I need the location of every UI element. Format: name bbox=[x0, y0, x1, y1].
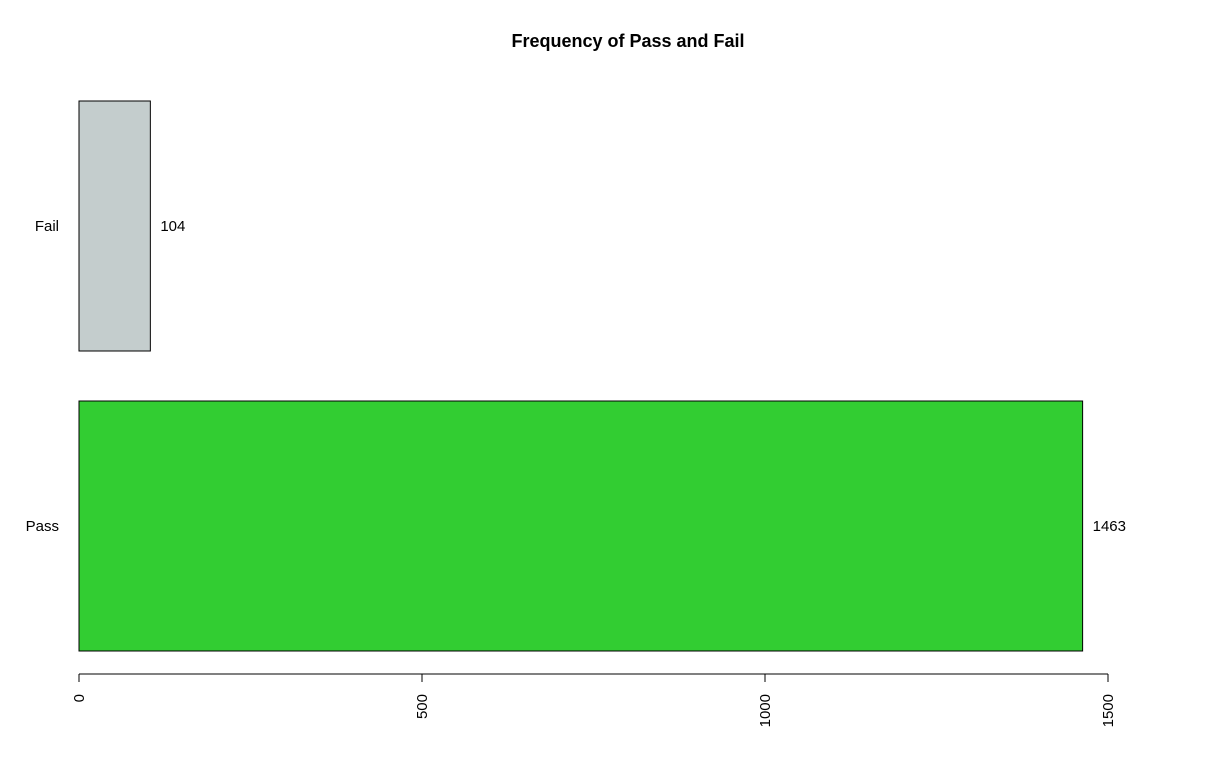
bars-group: Pass 1463 Fail 104 bbox=[26, 100, 1126, 652]
category-label-pass: Pass bbox=[26, 518, 59, 535]
bar-pass bbox=[78, 400, 1084, 652]
category-label-fail: Fail bbox=[35, 218, 59, 235]
x-tick-label-1000: 1000 bbox=[757, 694, 774, 727]
value-label-fail: 104 bbox=[160, 218, 185, 235]
chart-title: Frequency of Pass and Fail bbox=[511, 31, 744, 51]
value-label-pass: 1463 bbox=[1093, 518, 1126, 535]
x-tick-label-1500: 1500 bbox=[1100, 694, 1117, 727]
x-tick-label-0: 0 bbox=[71, 694, 88, 702]
x-tick-label-500: 500 bbox=[414, 694, 431, 719]
bar-fail bbox=[78, 100, 151, 352]
x-axis: 0 500 1000 1500 bbox=[71, 673, 1117, 727]
